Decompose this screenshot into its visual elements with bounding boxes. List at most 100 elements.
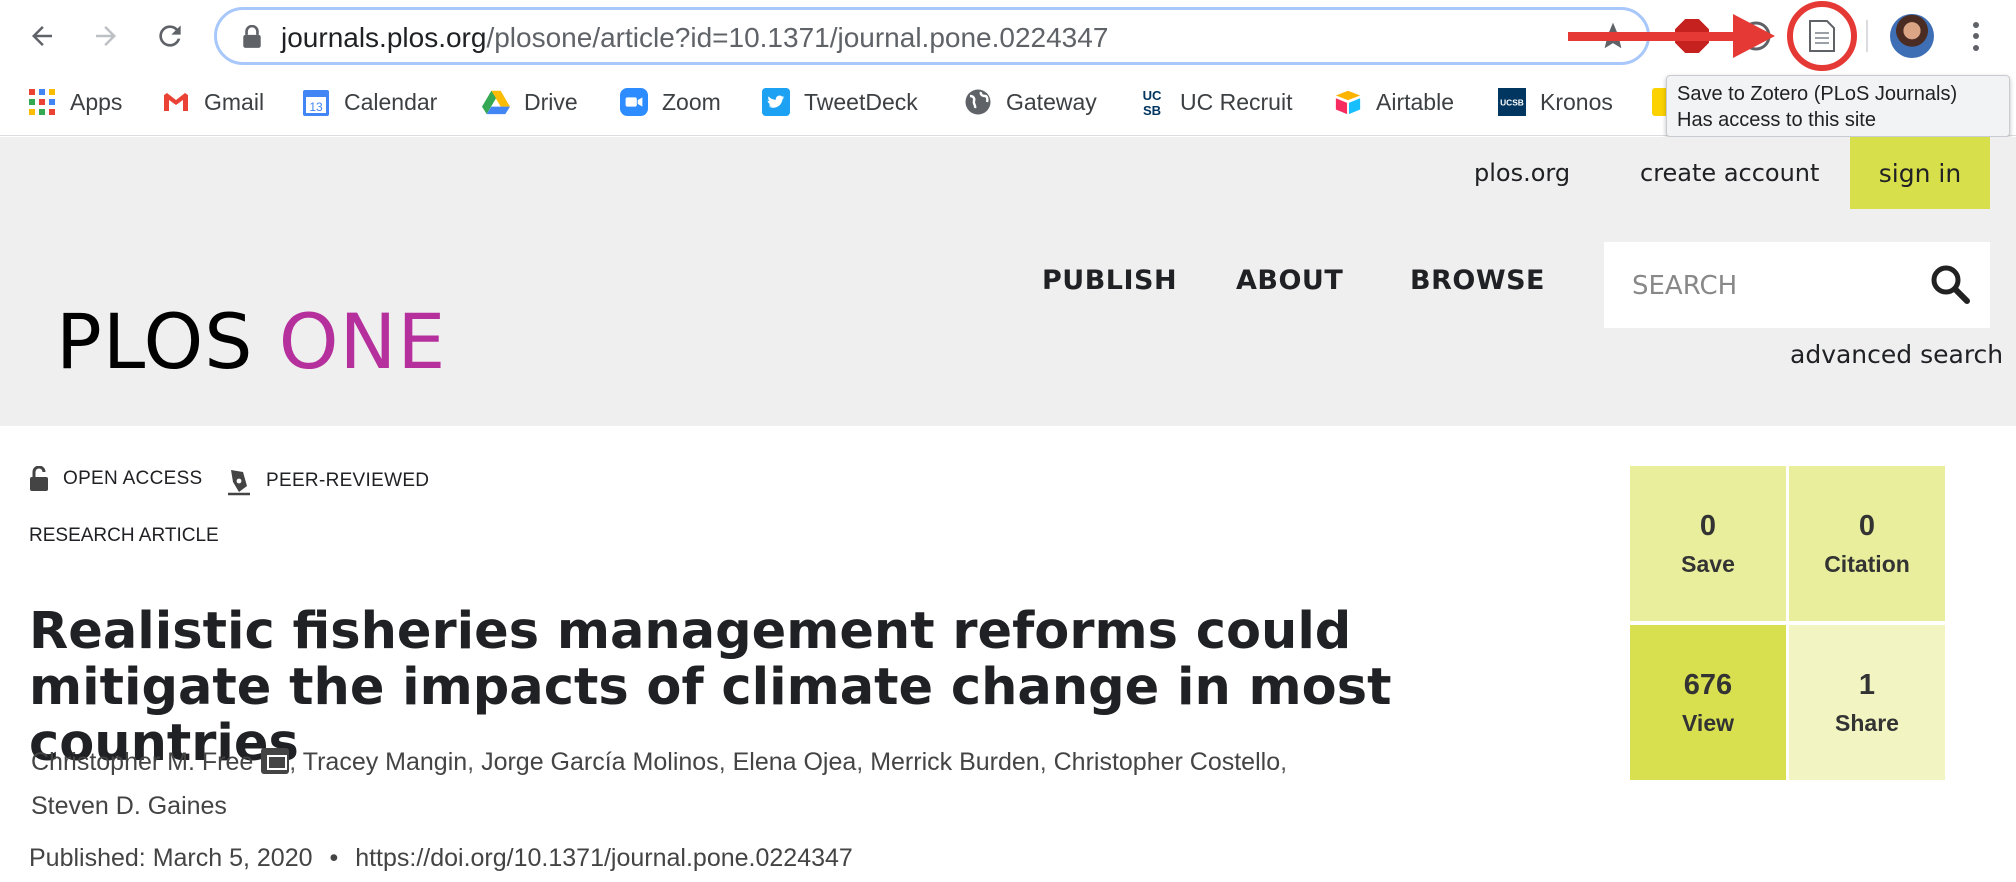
bookmark-zoom[interactable]: Zoom xyxy=(620,82,721,122)
author-name[interactable]: Tracey Mangin xyxy=(302,748,468,776)
bookmark-label: UC Recruit xyxy=(1180,88,1293,115)
profile-avatar[interactable] xyxy=(1890,14,1934,58)
author-name[interactable]: Merrick Burden xyxy=(870,748,1040,776)
search-input[interactable] xyxy=(1632,264,1922,308)
metric-label: View xyxy=(1682,709,1734,736)
bookmark-uc-recruit[interactable]: UC SB UC Recruit xyxy=(1138,82,1293,122)
author-name[interactable]: Christopher Costello xyxy=(1053,748,1281,776)
metric-value: 0 xyxy=(1699,509,1717,542)
bookmark-label: Apps xyxy=(70,88,123,115)
apps-grid-icon xyxy=(28,88,56,116)
author-name[interactable]: Elena Ojea xyxy=(732,748,857,776)
publication-info: Published: March 5, 2020 • https://doi.o… xyxy=(29,844,853,873)
author-name[interactable]: Steven D. Gaines xyxy=(31,792,227,820)
bookmark-label: Calendar xyxy=(344,88,438,115)
plos-one-logo[interactable]: PLOS ONE xyxy=(56,297,446,386)
bookmark-label: Kronos xyxy=(1540,88,1613,115)
bookmark-label: TweetDeck xyxy=(804,88,918,115)
metric-citation[interactable]: 0 Citation xyxy=(1789,466,1945,621)
bookmark-overflow[interactable] xyxy=(1652,82,1684,122)
tooltip-line1: Save to Zotero (PLoS Journals) xyxy=(1677,83,1958,105)
article-title: Realistic fisheries management reforms c… xyxy=(29,602,1392,773)
pubinfo-separator: • xyxy=(329,844,339,872)
nav-publish[interactable]: PUBLISH xyxy=(1042,265,1178,296)
peer-reviewed-badge: PEER-REVIEWED xyxy=(226,466,429,496)
bookmark-label: Drive xyxy=(524,88,578,115)
doi-link[interactable]: https://doi.org/10.1371/journal.pone.022… xyxy=(355,844,853,872)
author-name[interactable]: Jorge García Molinos xyxy=(481,748,719,776)
author-list: Christopher M. Free, Tracey Mangin, Jorg… xyxy=(31,748,1288,820)
logo-one: ONE xyxy=(278,297,447,386)
author-name[interactable]: Christopher M. Free xyxy=(31,748,254,776)
gmail-icon xyxy=(162,88,190,116)
metric-value: 1 xyxy=(1858,668,1876,701)
address-bar[interactable]: journals.plos.org/plosone/article?id=10.… xyxy=(214,7,1650,65)
zoom-icon xyxy=(620,88,648,116)
published-date: Published: March 5, 2020 xyxy=(29,844,313,872)
metric-value: 0 xyxy=(1858,509,1876,542)
search-icon[interactable] xyxy=(1928,262,1972,306)
site-search-box xyxy=(1604,242,1990,328)
metric-view[interactable]: 676 View xyxy=(1630,625,1786,780)
bookmark-label: Gmail xyxy=(204,88,265,115)
metric-label: Save xyxy=(1681,550,1735,577)
metric-save[interactable]: 0 Save xyxy=(1630,466,1786,621)
bookmark-drive[interactable]: Drive xyxy=(482,82,578,122)
bookmark-label: Zoom xyxy=(662,88,721,115)
twitter-icon xyxy=(762,88,790,116)
calendar-icon: 13 xyxy=(302,88,330,116)
ucsb-kronos-icon: UCSB xyxy=(1498,88,1526,116)
bookmark-apps[interactable]: Apps xyxy=(28,82,122,122)
reload-icon xyxy=(159,25,181,47)
nav-about[interactable]: ABOUT xyxy=(1236,265,1344,296)
annotation-arrow-head-icon xyxy=(1733,14,1775,58)
reload-button[interactable] xyxy=(150,16,190,56)
globe-icon xyxy=(964,88,992,116)
bookmark-label: Gateway xyxy=(1006,88,1097,115)
article-type: RESEARCH ARTICLE xyxy=(29,525,219,546)
browser-toolbar: journals.plos.org/plosone/article?id=10.… xyxy=(0,0,2016,72)
bookmark-gmail[interactable]: Gmail xyxy=(162,82,264,122)
sign-in-button[interactable]: sign in xyxy=(1850,137,1990,209)
lock-icon xyxy=(243,25,261,48)
bookmark-calendar[interactable]: 13 Calendar xyxy=(302,82,437,122)
url-path: /plosone/article?id=10.1371/journal.pone… xyxy=(486,22,1109,53)
drive-icon xyxy=(482,88,510,116)
metric-value: 676 xyxy=(1683,668,1733,701)
bookmark-kronos[interactable]: UCSB Kronos xyxy=(1498,82,1613,122)
zotero-tooltip: Save to Zotero (PLoS Journals) Has acces… xyxy=(1666,75,2010,137)
create-account-link[interactable]: create account xyxy=(1640,159,1820,187)
nav-browse[interactable]: BROWSE xyxy=(1410,265,1545,296)
forward-button[interactable] xyxy=(86,16,126,56)
email-icon[interactable] xyxy=(261,748,290,774)
kronos-icon-text: UCSB xyxy=(1500,98,1524,108)
open-lock-icon xyxy=(29,466,49,492)
tooltip-line2: Has access to this site xyxy=(1677,109,1876,131)
bookmark-gateway[interactable]: Gateway xyxy=(964,82,1097,122)
logo-plos: PLOS xyxy=(56,297,254,386)
peer-reviewed-label: PEER-REVIEWED xyxy=(266,470,430,491)
open-access-badge: OPEN ACCESS xyxy=(29,466,203,492)
bookmark-label: Airtable xyxy=(1376,88,1454,115)
plos-org-link[interactable]: plos.org xyxy=(1474,159,1571,187)
bookmark-tweetdeck[interactable]: TweetDeck xyxy=(762,82,918,122)
airtable-icon xyxy=(1334,88,1362,116)
bookmark-airtable[interactable]: Airtable xyxy=(1334,82,1454,122)
pen-icon xyxy=(226,466,252,496)
ucsb-icon: UC SB xyxy=(1138,88,1166,118)
metric-share[interactable]: 1 Share xyxy=(1789,625,1945,780)
metric-label: Citation xyxy=(1824,550,1910,577)
forward-arrow-icon xyxy=(96,26,116,46)
svg-text:SB: SB xyxy=(1143,103,1161,118)
annotation-highlight-circle xyxy=(1787,1,1857,71)
url-text: journals.plos.org/plosone/article?id=10.… xyxy=(281,22,1108,54)
open-access-label: OPEN ACCESS xyxy=(63,468,203,489)
svg-text:UC: UC xyxy=(1143,88,1162,103)
calendar-icon-text: 13 xyxy=(309,100,323,114)
back-button[interactable] xyxy=(22,16,62,56)
browser-menu-icon[interactable] xyxy=(1964,16,1988,56)
metric-label: Share xyxy=(1835,709,1899,736)
annotation-arrow-shaft xyxy=(1568,32,1743,41)
advanced-search-link[interactable]: advanced search xyxy=(1790,340,2004,369)
site-header: plos.org create account sign in PUBLISH … xyxy=(0,137,2016,426)
